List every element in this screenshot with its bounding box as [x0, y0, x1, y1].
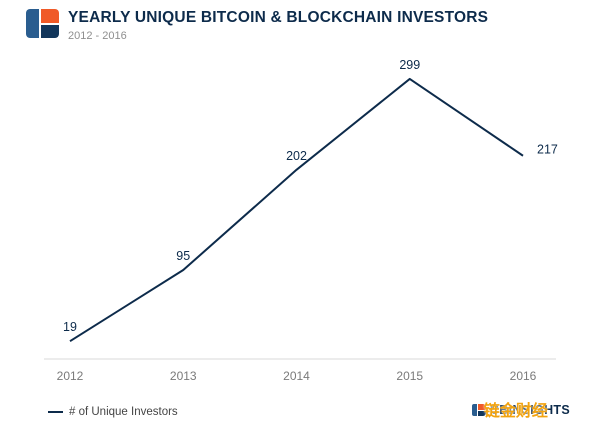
x-tick-2014: 2014: [283, 369, 310, 382]
chart-title: YEARLY UNIQUE BITCOIN & BLOCKCHAIN INVES…: [68, 9, 489, 26]
chart-footer: # of Unique Investors CBINSIGHTS 链金财经: [0, 398, 600, 420]
line-chart: 19 95 202 299 217 2012 2013 2014 2015 2016: [0, 52, 600, 382]
logo-right-column: [41, 9, 59, 38]
chart-subtitle: 2012 - 2016: [68, 30, 127, 42]
footer-brand: CBINSIGHTS 链金财经: [471, 400, 570, 420]
logo-left-segment: [471, 404, 477, 416]
x-tick-2013: 2013: [170, 369, 197, 382]
logo-orange-segment: [41, 9, 59, 23]
x-tick-2012: 2012: [57, 369, 84, 382]
cb-insights-logo-small-icon: [471, 404, 486, 416]
logo-navy-segment: [477, 410, 486, 416]
title-block: YEARLY UNIQUE BITCOIN & BLOCKCHAIN INVES…: [68, 9, 488, 42]
x-tick-2015: 2015: [396, 369, 423, 382]
data-label-2013: 95: [176, 249, 190, 263]
series-line-unique-investors: [69, 77, 524, 343]
logo-left-segment: [26, 9, 39, 38]
cb-insights-logo-icon: [26, 9, 59, 38]
x-tick-2016: 2016: [510, 369, 537, 382]
legend-line-swatch: [48, 411, 63, 413]
chart-legend: # of Unique Investors: [48, 406, 178, 418]
logo-orange-segment: [477, 404, 486, 410]
data-label-2014: 202: [286, 149, 307, 163]
chart-header: YEARLY UNIQUE BITCOIN & BLOCKCHAIN INVES…: [26, 9, 488, 42]
logo-right-column: [477, 404, 486, 416]
data-label-2012: 19: [63, 320, 77, 334]
legend-label: # of Unique Investors: [69, 406, 178, 418]
data-label-2015: 299: [399, 58, 420, 72]
data-label-2016: 217: [537, 143, 558, 157]
brand-text: CBINSIGHTS: [489, 403, 570, 417]
line-chart-svg: 19 95 202 299 217 2012 2013 2014 2015 2016: [44, 58, 558, 382]
logo-navy-segment: [41, 24, 59, 38]
